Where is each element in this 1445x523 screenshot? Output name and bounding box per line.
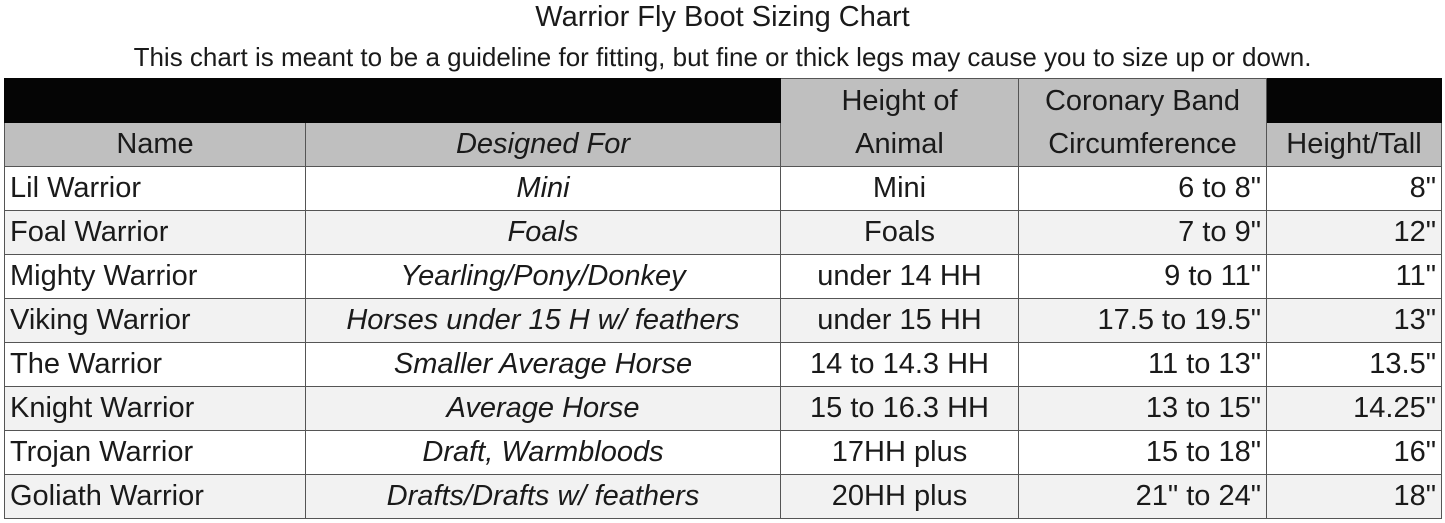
table-row: Knight Warrior Average Horse 15 to 16.3 HH… — [4, 386, 1442, 431]
table-row: Viking Warrior Horses under 15 H w/ feath… — [4, 298, 1442, 343]
cell-height: Mini — [780, 166, 1019, 211]
cell-tall: 11" — [1266, 254, 1442, 299]
cell-tall: 18" — [1266, 474, 1442, 519]
header-name: Name — [4, 122, 306, 167]
cell-name: Knight Warrior — [4, 386, 306, 431]
table-row: Lil Warrior Mini Mini 6 to 8" 8" — [4, 166, 1442, 211]
cell-tall: 8" — [1266, 166, 1442, 211]
cell-coronary: 9 to 11" — [1018, 254, 1267, 299]
cell-height: Foals — [780, 210, 1019, 255]
cell-coronary: 21" to 24" — [1018, 474, 1267, 519]
header-height-of-animal: Height of Animal — [780, 78, 1019, 167]
cell-coronary: 13 to 15" — [1018, 386, 1267, 431]
cell-designed-for: Drafts/Drafts w/ feathers — [305, 474, 781, 519]
cell-name: Viking Warrior — [4, 298, 306, 343]
cell-coronary: 7 to 9" — [1018, 210, 1267, 255]
cell-height: 20HH plus — [780, 474, 1019, 519]
cell-tall: 12" — [1266, 210, 1442, 255]
cell-designed-for: Mini — [305, 166, 781, 211]
cell-name: Lil Warrior — [4, 166, 306, 211]
cell-tall: 16" — [1266, 430, 1442, 475]
cell-name: The Warrior — [4, 342, 306, 387]
header-height-tall: Height/Tall — [1266, 122, 1442, 167]
cell-name: Foal Warrior — [4, 210, 306, 255]
cell-coronary: 6 to 8" — [1018, 166, 1267, 211]
cell-designed-for: Yearling/Pony/Donkey — [305, 254, 781, 299]
cell-height: under 15 HH — [780, 298, 1019, 343]
cell-designed-for: Smaller Average Horse — [305, 342, 781, 387]
cell-name: Mighty Warrior — [4, 254, 306, 299]
cell-coronary: 15 to 18" — [1018, 430, 1267, 475]
table-row: Trojan Warrior Draft, Warmbloods 17HH plus… — [4, 430, 1442, 475]
table-row: Foal Warrior Foals Foals 7 to 9" 12" — [4, 210, 1442, 255]
cell-coronary: 11 to 13" — [1018, 342, 1267, 387]
cell-name: Trojan Warrior — [4, 430, 306, 475]
cell-tall: 13.5" — [1266, 342, 1442, 387]
header-row: Name Designed For Height/Tall — [4, 122, 1442, 167]
chart-subtitle: This chart is meant to be a guideline fo… — [133, 42, 1312, 72]
header-coronary-band: Coronary Band Circumference — [1018, 78, 1267, 167]
cell-tall: 13" — [1266, 298, 1442, 343]
cell-height: 17HH plus — [780, 430, 1019, 475]
sizing-table: Height of Animal Coronary Band Circumfer… — [4, 78, 1442, 519]
header-coronary-line2: Circumference — [1048, 127, 1237, 160]
header-coronary-line1: Coronary Band — [1044, 84, 1241, 117]
cell-designed-for: Draft, Warmbloods — [305, 430, 781, 475]
cell-designed-for: Average Horse — [305, 386, 781, 431]
cell-height: 14 to 14.3 HH — [780, 342, 1019, 387]
cell-designed-for: Horses under 15 H w/ feathers — [305, 298, 781, 343]
cell-coronary: 17.5 to 19.5" — [1018, 298, 1267, 343]
cell-name: Goliath Warrior — [4, 474, 306, 519]
chart-title: Warrior Fly Boot Sizing Chart — [535, 1, 910, 33]
table-row: The Warrior Smaller Average Horse 14 to 14… — [4, 342, 1442, 387]
header-black-bar-right — [1266, 78, 1442, 123]
table-row: Mighty Warrior Yearling/Pony/Donkey under … — [4, 254, 1442, 299]
header-height-line2: Animal — [855, 127, 944, 160]
header-designed-for: Designed For — [305, 122, 781, 167]
header-height-line1: Height of — [841, 84, 958, 117]
cell-tall: 14.25" — [1266, 386, 1442, 431]
cell-height: under 14 HH — [780, 254, 1019, 299]
header-black-bar — [4, 78, 781, 123]
table-row: Goliath Warrior Drafts/Drafts w/ feathers… — [4, 474, 1442, 519]
cell-designed-for: Foals — [305, 210, 781, 255]
cell-height: 15 to 16.3 HH — [780, 386, 1019, 431]
header-row-top: Height of Animal Coronary Band Circumfer… — [4, 78, 1442, 167]
